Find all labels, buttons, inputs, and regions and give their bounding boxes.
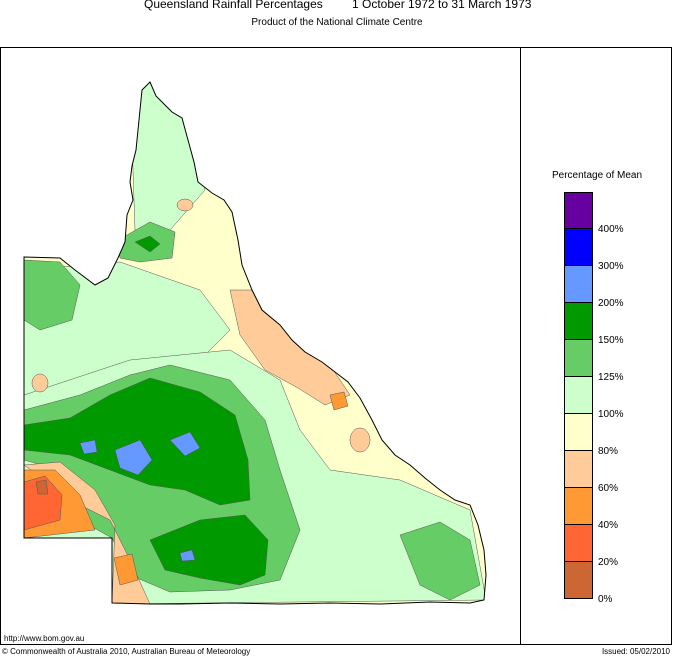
title-text: Queensland Rainfall Percentages: [144, 0, 323, 11]
footer-issued-date: Issued: 05/02/2010: [601, 647, 670, 656]
central-200-300-zone-a: [114, 439, 153, 476]
gulf-150-200-zone: [134, 235, 161, 253]
se-125-150-zone: [399, 521, 481, 601]
legend-label: 20%: [598, 557, 619, 568]
central-200-300-zone-c: [79, 439, 98, 455]
map-frame: [0, 47, 672, 645]
legend-label: 40%: [598, 520, 619, 531]
nw-125-150-zone: [24, 259, 81, 331]
sw-0-20-zone: [35, 479, 49, 495]
sw-20-40-zone: [24, 475, 63, 531]
period-text: 1 October 1972 to 31 March 1973: [352, 0, 532, 11]
legend-label: 200%: [598, 298, 624, 309]
legend-swatch: [564, 451, 593, 488]
legend-label: 400%: [598, 224, 624, 235]
legend-swatch: [564, 266, 593, 303]
coast-60-80-spot: [349, 427, 371, 453]
map-subtitle: Product of the National Climate Centre: [251, 17, 423, 28]
legend-swatch: [564, 229, 593, 266]
legend-swatch: [564, 414, 593, 451]
legend-title: Percentage of Mean: [552, 170, 643, 181]
legend-swatch: [564, 340, 593, 377]
legend-swatch: [564, 562, 593, 599]
legend-label: 125%: [598, 372, 624, 383]
cape-60-80-spot: [176, 198, 194, 212]
legend-label: 150%: [598, 335, 624, 346]
legend-swatch: [564, 488, 593, 525]
legend-label: 100%: [598, 409, 624, 420]
coast-40-60-zone: [329, 391, 349, 411]
legend-label: 300%: [598, 261, 624, 272]
footer-copyright: © Commonwealth of Australia 2010, Austra…: [2, 647, 251, 656]
south-150-200-zone: [149, 514, 269, 586]
central-200-300-zone-b: [169, 431, 201, 457]
legend-label: 0%: [598, 594, 613, 605]
legend-label: 60%: [598, 483, 619, 494]
state-border: [23, 81, 487, 605]
legend-swatch: [564, 377, 593, 414]
queensland-rainfall-map: [23, 81, 487, 605]
legend-swatch: [564, 525, 593, 562]
legend-label: 80%: [598, 446, 619, 457]
south-40-60-zone: [113, 553, 139, 586]
legend-color-bar: [564, 192, 593, 599]
south-200-300-zone: [179, 549, 196, 562]
legend-swatch: [564, 303, 593, 340]
footer-url: http://www.bom.gov.au: [4, 634, 85, 643]
legend-swatch: [564, 192, 593, 229]
frame-divider: [520, 47, 521, 645]
nw-60-80-spot: [31, 373, 49, 393]
